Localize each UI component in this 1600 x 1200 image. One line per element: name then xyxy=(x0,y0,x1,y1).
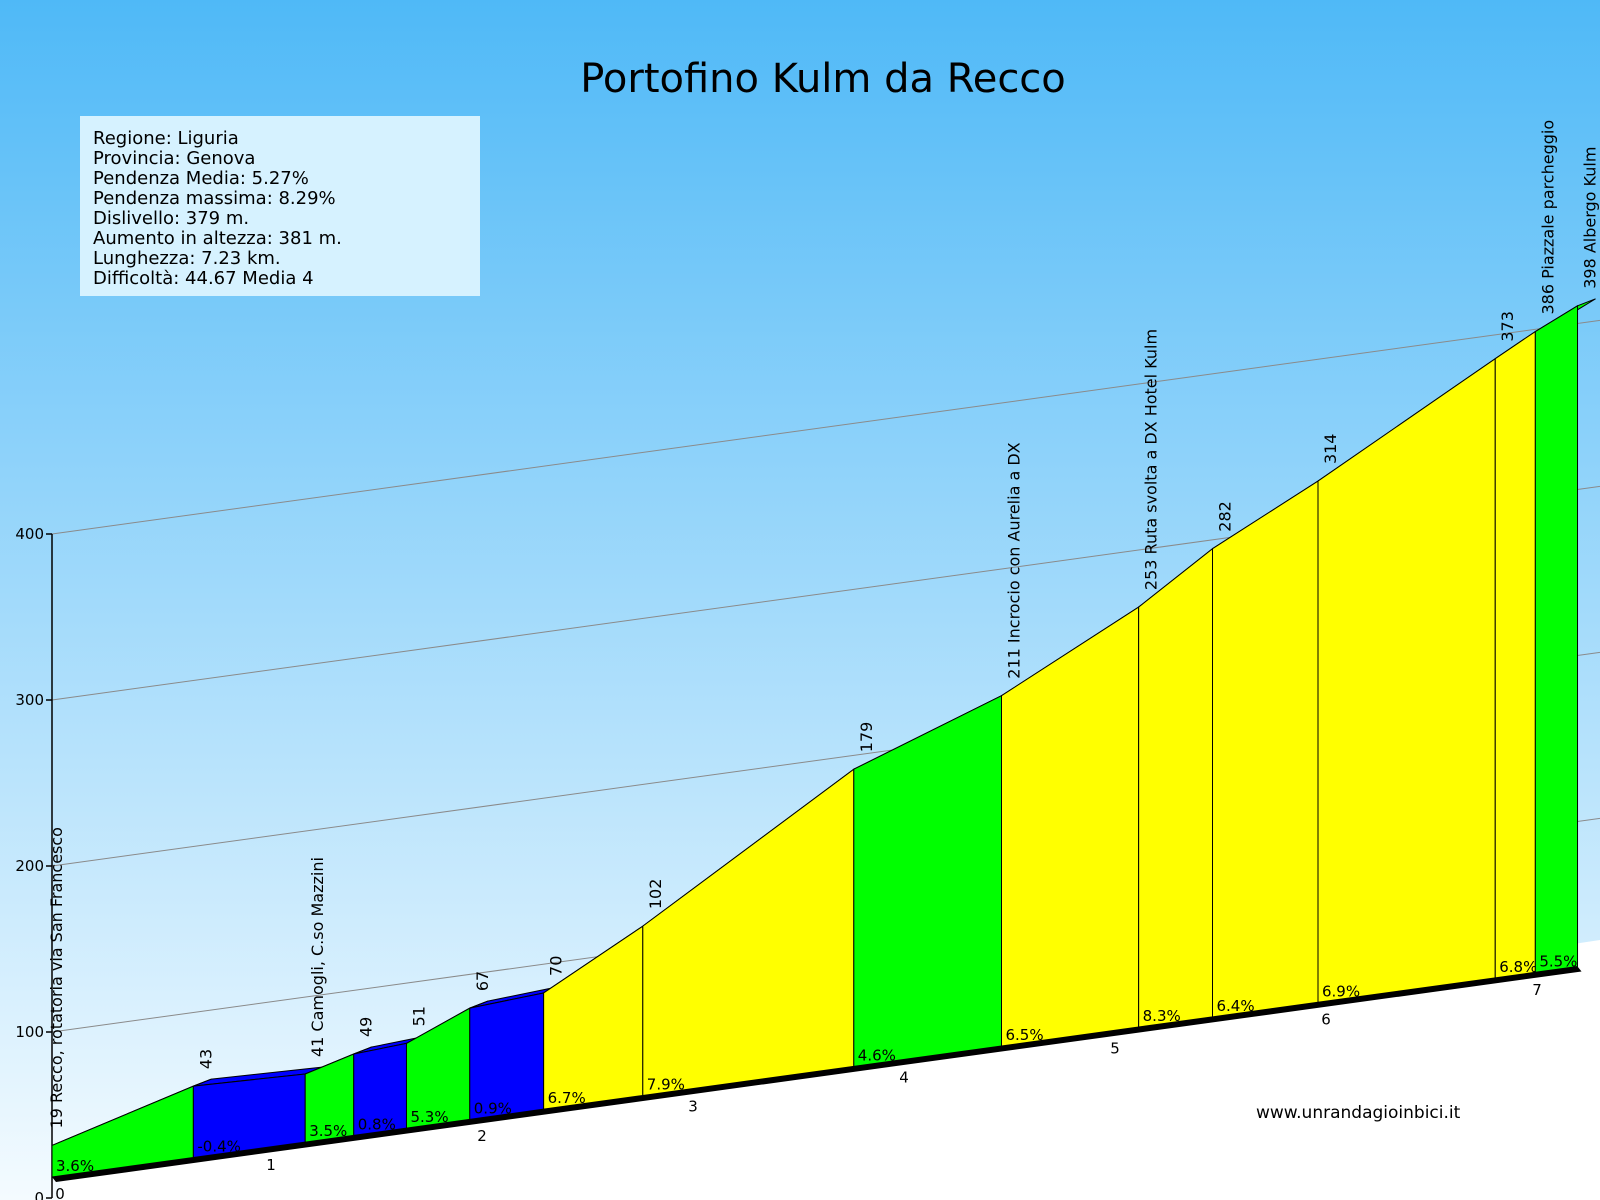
segment-grade-label: 5.5% xyxy=(1539,952,1577,970)
waypoint-label: 67 xyxy=(473,971,492,991)
waypoint-label: 43 xyxy=(196,1049,215,1069)
waypoint-label: 282 xyxy=(1216,501,1235,532)
segment-grade-label: 6.4% xyxy=(1217,997,1255,1015)
segment-face xyxy=(1534,304,1579,973)
segment-grade-label: 4.6% xyxy=(858,1046,896,1064)
y-tick-label: 300 xyxy=(15,691,44,709)
waypoint-label: 51 xyxy=(409,1006,428,1026)
segment-grade-label: 8.3% xyxy=(1143,1007,1181,1025)
segment-grade-label: 7.9% xyxy=(647,1075,685,1093)
waypoint-label: 179 xyxy=(857,722,876,753)
waypoint-label: 102 xyxy=(646,879,665,910)
waypoint-label: 253 Ruta svolta a DX Hotel Kulm xyxy=(1142,329,1161,590)
waypoint-label: 70 xyxy=(547,956,566,976)
segment-grade-label: 6.7% xyxy=(548,1089,586,1107)
y-tick-label: 400 xyxy=(15,525,44,543)
info-box: Regione: Liguria Provincia: Genova Pende… xyxy=(80,116,480,296)
segment-grade-label: 6.9% xyxy=(1322,982,1360,1000)
info-line: Pendenza Media: 5.27% xyxy=(93,168,309,189)
gridline xyxy=(51,319,1600,535)
y-tick-label: 100 xyxy=(15,1023,44,1041)
profile-labels: 19 Recco, rotatoria via San Francesco 434… xyxy=(47,120,1600,1200)
segment-grade-label: 0.8% xyxy=(358,1115,396,1133)
info-line: Aumento in altezza: 381 m. xyxy=(93,228,342,249)
waypoint-label: 49 xyxy=(357,1017,376,1037)
segment-grade-label: 5.3% xyxy=(410,1108,448,1126)
waypoint-label: 398 Albergo Kulm xyxy=(1581,147,1600,289)
info-line: Pendenza massima: 8.29% xyxy=(93,188,336,209)
segment-face xyxy=(1494,330,1536,979)
baseline-floor xyxy=(52,966,1582,1182)
waypoint-label: 19 Recco, rotatoria via San Francesco xyxy=(47,827,66,1128)
info-box-background xyxy=(80,116,480,296)
x-tick-label: 6 xyxy=(1321,1010,1331,1028)
segment-grade-label: 3.5% xyxy=(309,1122,347,1140)
info-line: Difficoltà: 44.67 Media 4 xyxy=(93,268,314,289)
info-line: Lunghezza: 7.23 km. xyxy=(93,248,281,269)
x-tick-label: 1 xyxy=(266,1156,276,1174)
chart-title: Portofino Kulm da Recco xyxy=(580,56,1066,102)
profile-segments: 3.6% -0.4% 3.5% 0.8% 5.3% 0.9% 6.7% 7.9% 4.6% 6.5… xyxy=(51,298,1596,1182)
info-line: Provincia: Genova xyxy=(93,148,255,169)
x-tick-label: 0 xyxy=(55,1185,65,1200)
waypoint-label: 386 Piazzale parcheggio xyxy=(1538,120,1557,315)
segment-grade-label: 3.6% xyxy=(56,1157,94,1175)
y-tick-label: 0 xyxy=(34,1189,44,1200)
segment-grade-label: 0.9% xyxy=(474,1099,512,1117)
info-line: Regione: Liguria xyxy=(93,128,239,149)
segment-grade-label: -0.4% xyxy=(197,1137,241,1155)
segment-grade-label: 6.5% xyxy=(1006,1026,1044,1044)
info-line: Dislivello: 379 m. xyxy=(93,208,249,229)
y-tick-label: 200 xyxy=(15,857,44,875)
x-tick-label: 2 xyxy=(477,1127,487,1145)
segment-face xyxy=(1138,547,1213,1028)
waypoint-label: 41 Camogli, C.so Mazzini xyxy=(308,857,327,1057)
x-tick-label: 4 xyxy=(899,1069,909,1087)
waypoint-label: 314 xyxy=(1321,434,1340,465)
y-axis: 0 100 200 300 400 xyxy=(15,525,53,1200)
x-tick-label: 3 xyxy=(688,1098,698,1116)
segment-face xyxy=(1212,480,1319,1018)
website-credit: www.unrandagioinbici.it xyxy=(1256,1103,1461,1123)
waypoint-label: 373 xyxy=(1498,311,1517,342)
waypoint-label: 211 Incrocio con Aurelia a DX xyxy=(1005,442,1024,678)
x-tick-label: 7 xyxy=(1532,981,1542,999)
segment-grade-label: 6.8% xyxy=(1499,958,1537,976)
x-tick-label: 5 xyxy=(1110,1039,1120,1057)
